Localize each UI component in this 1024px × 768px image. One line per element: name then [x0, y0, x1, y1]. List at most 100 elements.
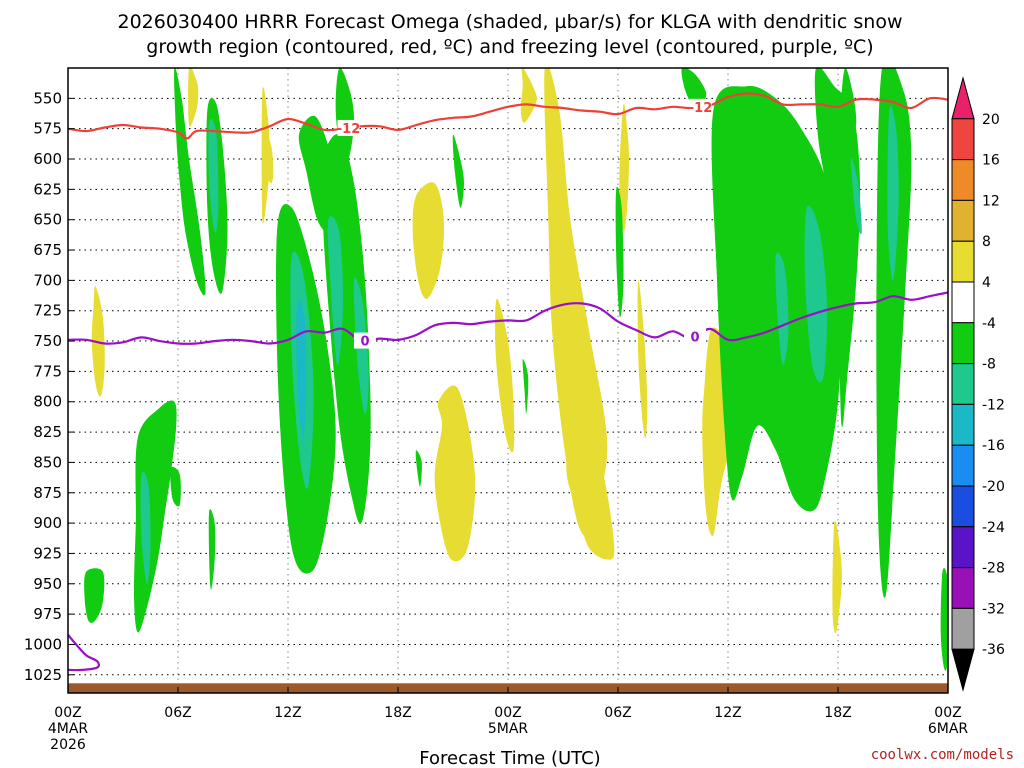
- colorbar-label: 16: [982, 153, 1000, 169]
- omega-shaded-region: [174, 68, 206, 296]
- y-tick-label: 825: [33, 423, 62, 441]
- y-tick-label: 675: [33, 241, 62, 259]
- colorbar-swatch: [951, 159, 975, 201]
- colorbar-label: -32: [982, 601, 1005, 617]
- omega-shaded-region: [415, 450, 422, 487]
- colorbar-swatch: [951, 607, 975, 650]
- omega-shaded-region: [264, 134, 274, 184]
- colorbar-swatch: [951, 526, 975, 569]
- colorbar-label: -12: [982, 397, 1005, 413]
- omega-shaded-region: [412, 182, 445, 299]
- colorbar-label: -4: [982, 316, 996, 332]
- colorbar-swatch: [951, 199, 975, 242]
- dgz-minus12-contour: [68, 92, 948, 140]
- y-tick-label: 650: [33, 211, 62, 229]
- x-tick-label: 06Z: [164, 705, 191, 721]
- y-tick-label: 750: [33, 332, 62, 350]
- omega-shaded-region: [452, 134, 464, 208]
- omega-shaded-region: [522, 359, 529, 415]
- y-tick-label: 625: [33, 180, 62, 198]
- freezing-level-contour: [68, 291, 948, 345]
- y-tick-label: 575: [33, 120, 62, 138]
- colorbar-label: 4: [982, 275, 991, 291]
- x-tick-date: 6MAR: [928, 721, 969, 737]
- colorbar-swatch: [951, 567, 975, 609]
- omega-shaded-region: [615, 186, 624, 318]
- y-tick-label: 800: [33, 393, 62, 411]
- colorbar-label: -8: [982, 357, 996, 373]
- contour-lines: -12 -12 0 0: [68, 92, 948, 672]
- y-tick-label: 1000: [24, 635, 62, 653]
- omega-shaded-region: [520, 68, 537, 123]
- y-tick-label: 900: [33, 514, 62, 532]
- omega-shaded-region: [637, 280, 648, 439]
- colorbar-label: 12: [982, 193, 1000, 209]
- x-tick-year: 2026: [50, 737, 86, 753]
- colorbar-swatch: [951, 485, 975, 528]
- freezing-contour-label: 0: [360, 335, 369, 350]
- omega-shaded-region: [208, 509, 216, 590]
- dgz-contour-label: -12: [337, 122, 361, 137]
- x-tick-label: 00Z: [494, 705, 521, 721]
- x-tick-label: 18Z: [384, 705, 411, 721]
- omega-shaded-region: [188, 68, 199, 127]
- omega-shaded-region: [775, 252, 789, 366]
- omega-shaded-region: [208, 118, 219, 233]
- omega-shaded-region: [850, 157, 862, 235]
- omega-shaded-regions: [84, 68, 948, 671]
- x-tick-label: 12Z: [714, 705, 741, 721]
- omega-shaded-region: [495, 298, 515, 453]
- colorbar-swatch: [951, 363, 975, 405]
- y-tick-label: 1025: [24, 666, 62, 684]
- omega-shaded-region: [876, 68, 912, 598]
- colorbar-label: -16: [982, 438, 1005, 454]
- chart-title-line-1: 2026030400 HRRR Forecast Omega (shaded, …: [117, 11, 902, 33]
- colorbar-swatch: [951, 648, 975, 692]
- x-tick-label: 00Z: [934, 705, 961, 721]
- x-tick-label: 18Z: [824, 705, 851, 721]
- y-axis: 550 575 600 625 650 675 700 725 750 775 800 825 850 8…: [24, 89, 74, 684]
- omega-shaded-region: [434, 385, 476, 562]
- colorbar-label: 20: [982, 112, 1000, 128]
- y-tick-label: 775: [33, 362, 62, 380]
- freezing-contour-label-bg: [354, 332, 376, 349]
- colorbar-swatch: [951, 322, 975, 365]
- colorbar-swatch: [951, 240, 975, 283]
- y-tick-label: 725: [33, 302, 62, 320]
- x-tick-date: 5MAR: [488, 721, 529, 737]
- source-credit: coolwx.com/models: [871, 747, 1014, 763]
- y-tick-label: 550: [33, 89, 62, 107]
- x-tick-date: 4MAR: [48, 721, 89, 737]
- omega-shaded-region: [133, 400, 177, 633]
- x-tick-label: 12Z: [274, 705, 301, 721]
- y-tick-label: 950: [33, 575, 62, 593]
- colorbar-swatch: [951, 76, 975, 120]
- omega-shaded-region: [887, 105, 899, 281]
- y-tick-label: 875: [33, 484, 62, 502]
- colorbar-label: -24: [982, 520, 1005, 536]
- colorbar-label: -20: [982, 479, 1005, 495]
- omega-shaded-region: [170, 466, 181, 507]
- omega-shaded-region: [140, 471, 151, 584]
- dgz-contour-label-bg: [689, 98, 712, 115]
- omega-shaded-region: [814, 68, 861, 428]
- colorbar-swatch: [951, 444, 975, 487]
- colorbar: 20 16 12 8 4 -4 -8 -12 -16 -20 -24 -28 -32 -36: [951, 76, 1005, 692]
- y-tick-label: 700: [33, 271, 62, 289]
- omega-shaded-region: [804, 205, 828, 383]
- y-tick-label: 975: [33, 605, 62, 623]
- y-tick-label: 600: [33, 150, 62, 168]
- x-axis-title: Forecast Time (UTC): [419, 748, 600, 768]
- omega-shaded-region: [940, 568, 948, 671]
- dgz-contour-label-bg: [337, 119, 360, 136]
- colorbar-label: -36: [982, 642, 1005, 658]
- colorbar-label: -28: [982, 561, 1005, 577]
- colorbar-swatch: [951, 118, 975, 161]
- omega-shaded-region: [832, 520, 842, 634]
- colorbar-label: 8: [982, 234, 991, 250]
- omega-shaded-region: [84, 568, 105, 623]
- y-tick-label: 850: [33, 453, 62, 471]
- y-tick-label: 925: [33, 544, 62, 562]
